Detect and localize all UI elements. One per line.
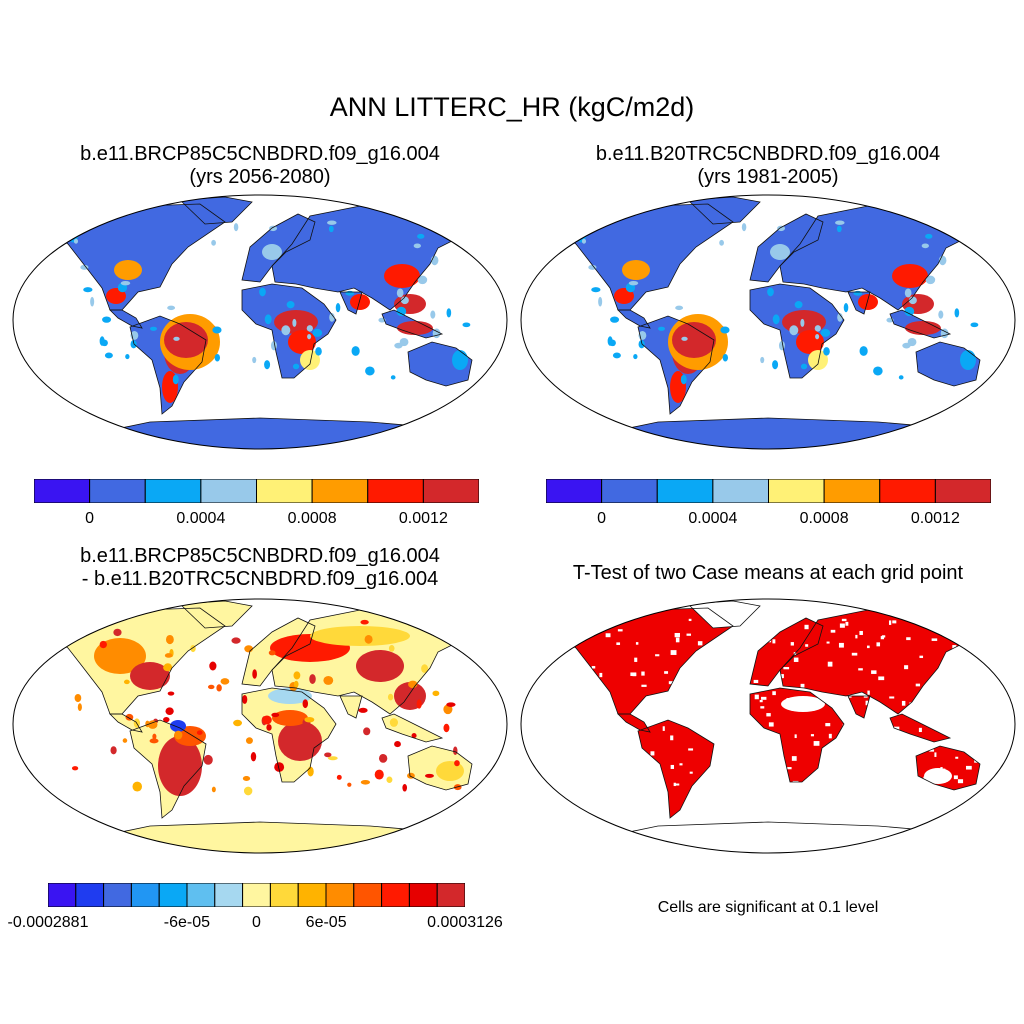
map-case [12,194,508,450]
colorbar-swatches [33,478,480,504]
colorbar-swatch [242,882,271,908]
colorbar-swatch [214,882,244,908]
colorbar-tick-label: -0.0002881 [7,914,89,931]
colorbar-swatch [325,882,355,908]
colorbar-swatch [200,478,257,504]
panel-title-line2: (yrs 1981-2005) [697,166,839,188]
colorbar-swatch [353,882,383,908]
colorbar-swatch [89,478,146,504]
colorbar-swatch [367,478,424,504]
colorbar-swatch [712,478,769,504]
map-difference [12,598,508,854]
panel-title-line1: b.e11.BRCP85C5CNBDRD.f09_g16.004 [80,143,440,165]
colorbar-swatch [144,478,202,504]
colorbar-tick-label: 0.0004 [688,510,738,527]
colorbar-swatch [47,882,77,908]
panel-title-difference: b.e11.BRCP85C5CNBDRD.f09_g16.004 - b.e11… [10,545,510,591]
colorbar-tick-label: 0.0012 [910,510,960,527]
colorbar-swatch [381,882,410,908]
significance-note: Cells are significant at 0.1 level [657,899,879,916]
colorbar-swatch [256,478,313,504]
colorbar-difference: -0.0002881 -6e-05 0 6e-05 0.0003126 [8,882,503,931]
colorbar-swatch [311,478,369,504]
colorbar-swatches [545,478,992,504]
main-title: ANN LITTERC_HR (kgC/m2d) [329,92,695,122]
panel-title-case: b.e11.BRCP85C5CNBDRD.f09_g16.004 (yrs 20… [10,143,510,189]
map-ttest [520,598,1016,854]
colorbar-swatch [186,882,216,908]
colorbar-swatch [103,882,132,908]
panel-title-line1: b.e11.B20TRC5CNBDRD.f09_g16.004 [595,143,941,165]
colorbar-swatch [130,882,160,908]
colorbar-swatch [545,478,603,504]
panel-title-line2: (yrs 2056-2080) [189,166,331,188]
colorbar-swatch [269,882,299,908]
colorbar-swatch [601,478,658,504]
colorbar-swatch [934,478,992,504]
colorbar-swatch [408,882,438,908]
map-control [520,194,1016,450]
colorbar-tick-label: 0 [85,510,95,527]
colorbar-swatch [768,478,825,504]
panel-title-line1: T-Test of two Case means at each grid po… [572,562,964,584]
colorbar-case: 0 0.0004 0.0008 0.0012 [33,478,480,527]
colorbar-tick-label: -6e-05 [163,914,210,931]
colorbar-tick-label: 0.0004 [176,510,226,527]
colorbar-tick-label: 0.0008 [287,510,337,527]
panel-title-control: b.e11.B20TRC5CNBDRD.f09_g16.004 (yrs 198… [518,143,1018,189]
colorbar-tick-label: 0.0003126 [427,914,503,931]
colorbar-swatch [75,882,105,908]
colorbar-swatch [422,478,480,504]
colorbar-tick-label: 0 [252,914,261,931]
colorbar-swatch [656,478,714,504]
colorbar-tick-label: 6e-05 [305,914,347,931]
colorbar-swatch [297,882,327,908]
colorbar-swatches [47,882,466,908]
colorbar-swatch [158,882,188,908]
colorbar-swatch [879,478,936,504]
panel-title-line2: - b.e11.B20TRC5CNBDRD.f09_g16.004 [81,568,439,590]
colorbar-swatch [436,882,466,908]
colorbar-control: 0 0.0004 0.0008 0.0012 [545,478,992,527]
colorbar-swatch [823,478,881,504]
colorbar-swatch [33,478,91,504]
panel-title-ttest: T-Test of two Case means at each grid po… [518,562,1018,585]
colorbar-tick-label: 0 [597,510,607,527]
colorbar-tick-label: 0.0012 [398,510,448,527]
panel-title-line1: b.e11.BRCP85C5CNBDRD.f09_g16.004 [80,545,440,567]
colorbar-tick-label: 0.0008 [799,510,849,527]
